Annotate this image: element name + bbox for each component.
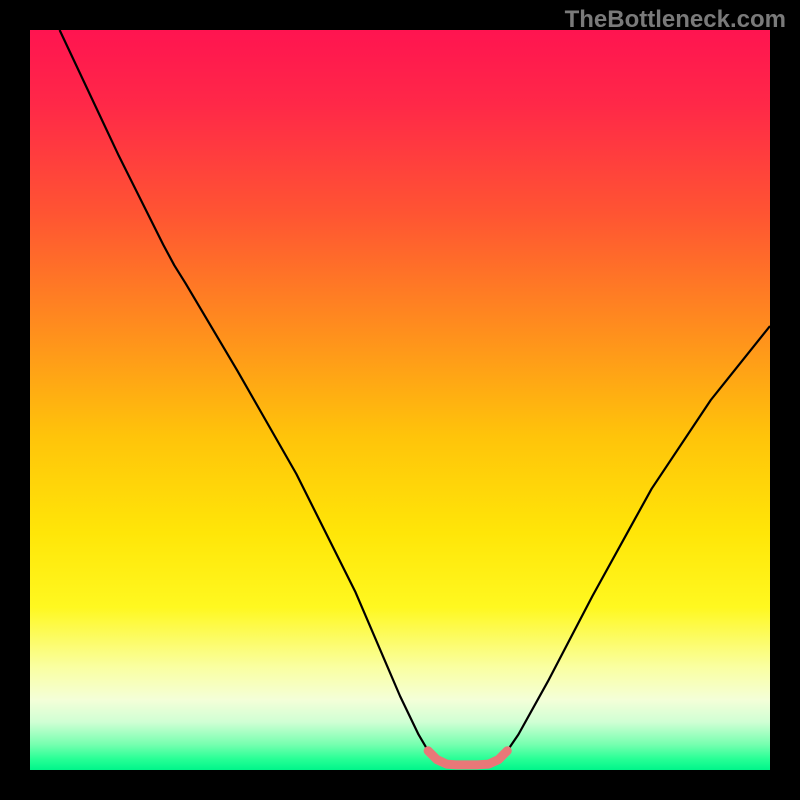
watermark-text: TheBottleneck.com: [565, 6, 786, 34]
gradient-chart: [30, 30, 770, 770]
chart-container: TheBottleneck.com: [0, 0, 800, 800]
chart-svg: [30, 30, 770, 770]
gradient-background: [30, 30, 770, 770]
